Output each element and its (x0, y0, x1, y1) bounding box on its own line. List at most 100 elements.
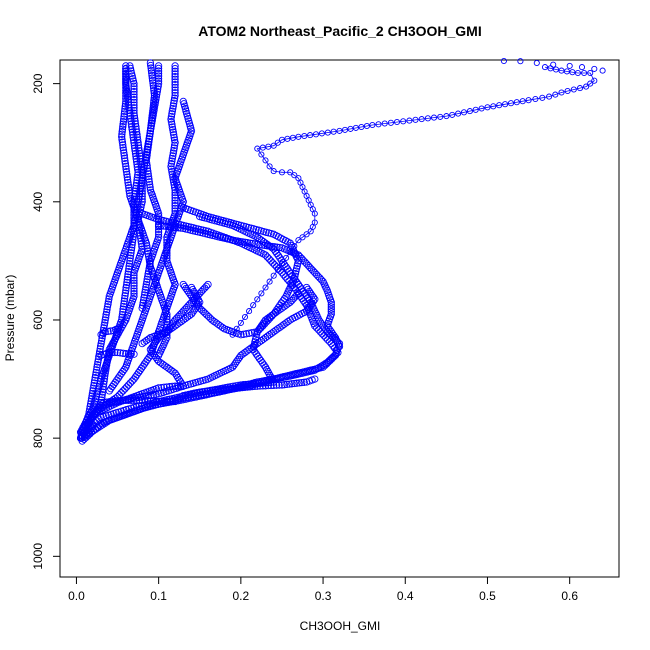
data-point (278, 169, 286, 176)
data-point (97, 339, 105, 348)
data-point (375, 121, 382, 128)
data-point (278, 136, 286, 143)
data-point (122, 284, 130, 292)
data-point (289, 134, 296, 141)
data-point (163, 313, 171, 321)
data-point (449, 111, 456, 118)
profile-series (77, 283, 319, 436)
data-point (167, 112, 176, 121)
data-point (120, 294, 129, 303)
data-point (149, 84, 158, 92)
data-point (129, 136, 138, 144)
data-point (135, 192, 143, 201)
data-point (258, 290, 265, 297)
data-point (120, 107, 129, 116)
data-point (111, 397, 119, 405)
data-point (130, 403, 138, 412)
data-point (163, 331, 171, 339)
data-point (144, 397, 152, 405)
data-point (171, 199, 179, 207)
data-point (147, 122, 155, 130)
data-point (312, 131, 320, 138)
data-point (119, 120, 127, 128)
data-point (327, 300, 335, 309)
data-point (278, 381, 286, 389)
data-point (266, 372, 274, 380)
data-point (179, 391, 187, 400)
data-point (218, 323, 227, 332)
data-point (125, 184, 133, 192)
data-point (154, 82, 162, 90)
data-point (130, 279, 138, 287)
data-point (154, 223, 163, 231)
data-point (285, 267, 293, 275)
data-point (107, 385, 115, 393)
data-point (118, 138, 127, 146)
data-point (163, 328, 171, 337)
data-point (126, 379, 134, 387)
data-point (137, 179, 145, 188)
data-point (170, 94, 179, 102)
data-point (118, 316, 126, 324)
y-axis-label: Pressure (mbar) (3, 275, 17, 362)
data-point (287, 248, 294, 256)
data-point (170, 144, 178, 152)
data-point (126, 257, 134, 265)
data-point (406, 117, 413, 124)
data-point (95, 350, 103, 358)
data-point (138, 304, 146, 312)
data-point (466, 108, 473, 115)
data-point (118, 135, 126, 144)
data-point (318, 130, 325, 137)
data-point (231, 384, 239, 392)
data-point (254, 296, 261, 303)
data-point (154, 69, 163, 78)
data-point (341, 126, 349, 133)
data-point (171, 196, 179, 205)
data-point (236, 384, 244, 392)
data-point (228, 384, 237, 393)
data-point (143, 275, 151, 283)
profile-series (138, 280, 212, 348)
data-point (120, 151, 128, 160)
data-point (131, 144, 139, 152)
data-point (113, 325, 122, 333)
data-point (122, 281, 131, 289)
data-point (496, 102, 503, 109)
data-point (171, 64, 179, 73)
data-point (122, 86, 130, 95)
data-point (103, 303, 112, 311)
data-point (145, 175, 153, 183)
data-point (149, 106, 157, 115)
data-point (101, 318, 109, 327)
upper-branch-series (229, 57, 606, 338)
data-point (103, 305, 111, 314)
data-point (587, 80, 594, 87)
data-point (146, 257, 155, 265)
data-point (154, 225, 163, 234)
data-point (147, 124, 155, 133)
data-point (169, 125, 177, 134)
data-point (152, 390, 160, 398)
data-point (95, 415, 103, 423)
data-point (132, 155, 140, 163)
data-point (202, 282, 210, 290)
data-point (218, 385, 227, 394)
data-point (118, 130, 126, 138)
data-point (550, 61, 557, 68)
data-point (130, 85, 138, 93)
data-point (134, 195, 143, 203)
data-point (145, 257, 154, 266)
data-point (130, 82, 138, 90)
data-point (142, 392, 150, 400)
data-point (124, 178, 132, 187)
data-point (149, 397, 157, 405)
data-point (127, 396, 135, 404)
data-point (393, 118, 401, 126)
data-point (119, 308, 127, 316)
y-tick-label: 600 (31, 310, 45, 330)
data-point (517, 58, 524, 65)
data-point (122, 168, 131, 176)
data-point (141, 288, 149, 297)
data-point (146, 127, 155, 135)
